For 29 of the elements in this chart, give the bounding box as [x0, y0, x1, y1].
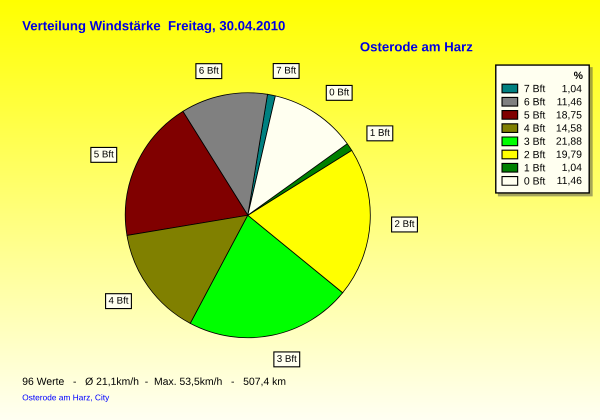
- slice-label: 6 Bft: [199, 66, 219, 74]
- slice-label: 7 Bft: [276, 66, 296, 74]
- legend-label: 5 Bft: [524, 110, 546, 119]
- data-label: 11,46: [557, 176, 582, 186]
- text: 96 Werte - Ø 21,1km/h - Max. 53,5km/h - 507,4 km: [22, 377, 286, 386]
- data-label: 19,79: [556, 150, 582, 160]
- data-label: 1,04: [562, 84, 582, 94]
- legend-title: %: [574, 72, 583, 79]
- legend-label: 1 Bft: [524, 164, 546, 172]
- data-label: 14,58: [556, 124, 582, 133]
- chart-subtitle: Osterode am Harz: [360, 42, 472, 52]
- text: Osterode am Harz, City: [22, 394, 110, 402]
- legend-label: 6 Bft: [524, 98, 546, 106]
- legend-label: 0 Bft: [524, 176, 546, 185]
- legend-label: 7 Bft: [524, 84, 546, 92]
- chart-title: Verteilung Windstärke Freitag, 30.04.2010: [22, 20, 285, 34]
- slice-label: 5 Bft: [94, 150, 114, 158]
- data-label: 11,46: [557, 98, 582, 107]
- slice-label: 1 Bft: [370, 128, 390, 136]
- legend-label: 2 Bft: [524, 150, 546, 158]
- legend-label: 3 Bft: [524, 137, 546, 146]
- slice-label: 3 Bft: [277, 354, 297, 362]
- legend-label: 4 Bft: [524, 124, 546, 132]
- data-label: 21,88: [556, 137, 582, 146]
- data-label: 18,75: [556, 111, 582, 120]
- slice-label: 0 Bft: [330, 88, 350, 96]
- data-label: 1,04: [562, 164, 582, 172]
- slice-label: 2 Bft: [394, 220, 414, 228]
- slice-label: 4 Bft: [108, 296, 128, 304]
